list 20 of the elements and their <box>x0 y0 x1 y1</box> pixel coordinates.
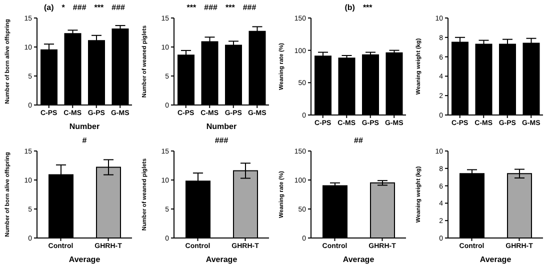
text: ### <box>204 3 218 12</box>
x-axis-title: Average <box>206 255 238 264</box>
text: ### <box>214 136 228 145</box>
x-axis-title: Number <box>206 122 237 131</box>
x-axis-title: Average <box>342 255 375 264</box>
text: *** <box>362 3 372 12</box>
x-axis-title: Average <box>68 255 101 264</box>
text: * <box>62 3 65 12</box>
text: (a) <box>44 3 54 12</box>
text: ### <box>242 3 256 12</box>
text: (b) <box>344 3 355 12</box>
x-axis-title: Number <box>69 122 100 131</box>
text: *** <box>186 3 196 12</box>
text: ### <box>72 3 86 12</box>
text: ### <box>112 3 125 12</box>
text: ## <box>354 136 363 145</box>
text: *** <box>226 3 235 12</box>
text: *** <box>94 3 104 12</box>
x-axis-title: Average <box>480 255 512 264</box>
text: # <box>82 136 87 145</box>
